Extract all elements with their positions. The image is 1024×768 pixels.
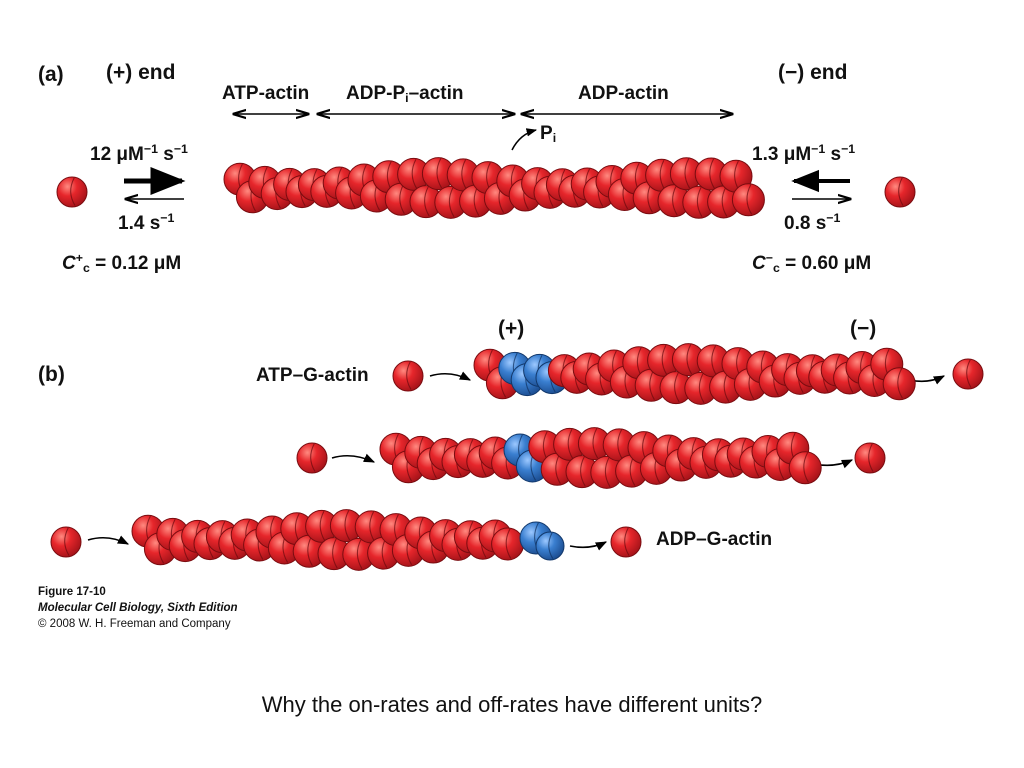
pi-release-arrow xyxy=(511,128,538,151)
plus-off-rate: 1.4 s−1 xyxy=(118,211,175,234)
cc-plus-sup: + xyxy=(75,251,83,266)
filament-b2-monomer xyxy=(565,455,599,489)
minus-end-rate-arrows xyxy=(791,169,850,199)
critical-concentration-minus: C−c = 0.60 μM xyxy=(752,251,872,276)
minus-on-rate-main: 1.3 μM xyxy=(752,144,812,165)
pi-main: P xyxy=(540,123,553,144)
minus-on-rate: 1.3 μM−1 s−1 xyxy=(752,142,856,165)
filament-a-monomer xyxy=(682,185,716,219)
plus-off-rate-exp: −1 xyxy=(160,211,175,226)
plus-on-rate-s: s xyxy=(157,144,174,165)
filament-b1-monomer xyxy=(671,343,705,377)
panel-a-label: (a) xyxy=(38,63,64,86)
atp-g-actin-monomer xyxy=(392,360,424,392)
adp-g-actin-monomer xyxy=(610,526,642,558)
plus-on-rate-main: 12 μM xyxy=(90,144,144,165)
row3-out-arrow xyxy=(569,541,608,551)
filament-a-monomer xyxy=(434,185,468,219)
plus-end-rate-arrows xyxy=(124,167,186,199)
released-monomer-row1 xyxy=(952,358,984,390)
filament-b2-monomer xyxy=(788,451,822,485)
plus-on-rate: 12 μM−1 s−1 xyxy=(90,142,188,165)
plus-end-label: (+) end xyxy=(106,61,176,84)
panel-b-plus-label: (+) xyxy=(498,317,525,340)
incoming-monomer-row2 xyxy=(296,442,328,474)
cc-minus-value: = 0.60 μM xyxy=(779,253,872,274)
adp-pi-subscript: i xyxy=(405,91,409,106)
pi-subscript: i xyxy=(552,131,557,146)
filament-b3-monomer xyxy=(354,510,388,544)
cc-minus-sub: c xyxy=(772,261,780,276)
row1-in-arrow xyxy=(429,371,472,381)
cc-minus-sup: − xyxy=(765,251,773,266)
row3-in-arrow xyxy=(87,535,130,545)
filament-a-monomer xyxy=(397,157,431,191)
cc-plus-c: C xyxy=(62,253,76,274)
atp-monomer-row3 xyxy=(535,531,565,561)
minus-on-rate-exp1: −1 xyxy=(811,142,826,157)
minus-end-label: (−) end xyxy=(778,61,848,84)
cc-plus-value: = 0.12 μM xyxy=(89,253,182,274)
incoming-monomer-row3 xyxy=(50,526,82,558)
released-monomer-row2 xyxy=(854,442,886,474)
pi-label: Pi xyxy=(540,123,557,146)
actin-monomers xyxy=(50,157,984,571)
minus-on-rate-exp2: −1 xyxy=(841,142,856,157)
filament-b1-monomer xyxy=(684,371,718,405)
plus-off-rate-main: 1.4 s xyxy=(118,213,161,234)
book-title: Molecular Cell Biology, Sixth Edition xyxy=(38,602,238,614)
filament-a-monomer xyxy=(421,157,455,191)
figure-number: Figure 17-10 xyxy=(38,586,106,598)
filament-b2-monomer xyxy=(553,427,587,461)
adp-pi-actin-text: –actin xyxy=(408,83,464,104)
minus-on-rate-s: s xyxy=(825,144,842,165)
minus-off-rate-exp: −1 xyxy=(826,211,841,226)
cc-plus-sub: c xyxy=(82,261,90,276)
filament-b3-monomer xyxy=(491,527,525,561)
panel-b-label: (b) xyxy=(38,363,65,386)
critical-concentration-plus: C+c = 0.12 μM xyxy=(62,251,182,276)
minus-off-rate-main: 0.8 s xyxy=(784,213,827,234)
minus-off-rate: 0.8 s−1 xyxy=(784,211,841,234)
plus-on-rate-exp1: −1 xyxy=(143,142,158,157)
slide-question: Why the on-rates and off-rates have diff… xyxy=(261,692,763,717)
free-monomer-right xyxy=(884,176,916,208)
cc-minus-c: C xyxy=(752,253,766,274)
panel-b-minus-label: (−) xyxy=(850,317,877,340)
filament-b3-monomer xyxy=(342,537,376,571)
adp-g-actin-label: ADP–G-actin xyxy=(656,529,773,550)
row2-in-arrow xyxy=(331,453,376,463)
adp-actin-region-label: ADP-actin xyxy=(578,83,669,104)
filament-a-monomer xyxy=(731,183,765,217)
copyright: © 2008 W. H. Freeman and Company xyxy=(38,618,231,630)
atp-actin-region-label: ATP-actin xyxy=(222,83,310,104)
atp-g-actin-label: ATP–G-actin xyxy=(256,365,369,386)
plus-on-rate-exp2: −1 xyxy=(173,142,188,157)
adp-pi-actin-region-label: ADP-Pi–actin xyxy=(346,83,464,106)
free-monomer-left xyxy=(56,176,88,208)
adp-pi-text: ADP-P xyxy=(346,83,406,104)
filament-b1-monomer xyxy=(882,367,916,401)
